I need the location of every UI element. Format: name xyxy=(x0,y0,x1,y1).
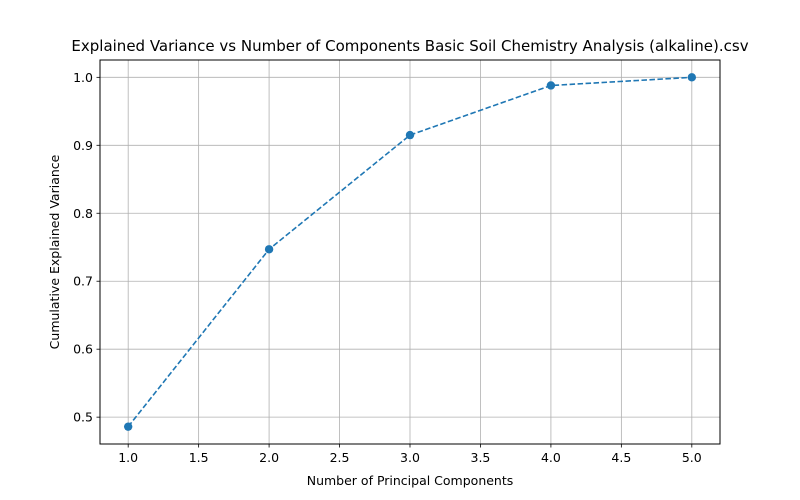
x-tick-label: 2.5 xyxy=(330,450,350,465)
axis-ticks: 1.0 1.5 2.0 2.5 3.0 3.5 4.0 4.5 5.0 0.5 0.6 0.7 0.8 0… xyxy=(73,70,702,465)
y-tick-label: 1.0 xyxy=(73,70,93,85)
x-tick-label: 4.0 xyxy=(541,450,561,465)
x-tick-label: 3.0 xyxy=(400,450,420,465)
data-point xyxy=(546,81,556,90)
x-axis-label: Number of Principal Components xyxy=(307,473,514,488)
x-tick-label: 2.0 xyxy=(259,450,279,465)
x-tick-label: 3.5 xyxy=(471,450,491,465)
y-tick-label: 0.5 xyxy=(73,410,93,425)
series-line xyxy=(127,76,692,428)
y-tick-label: 0.9 xyxy=(73,138,93,153)
y-tick-label: 0.7 xyxy=(73,274,93,289)
data-point xyxy=(687,73,697,82)
y-tick-label: 0.6 xyxy=(73,342,93,357)
data-point xyxy=(264,245,274,254)
chart-title: Explained Variance vs Number of Componen… xyxy=(71,37,748,55)
y-tick-label: 0.8 xyxy=(73,206,93,221)
series xyxy=(123,73,697,431)
x-tick-label: 5.0 xyxy=(682,450,702,465)
grid xyxy=(100,60,720,444)
y-axis-label: Cumulative Explained Variance xyxy=(47,154,62,349)
data-point xyxy=(123,422,133,431)
x-tick-label: 4.5 xyxy=(611,450,631,465)
data-point xyxy=(405,130,415,140)
x-tick-label: 1.0 xyxy=(118,450,138,465)
x-tick-label: 1.5 xyxy=(189,450,209,465)
